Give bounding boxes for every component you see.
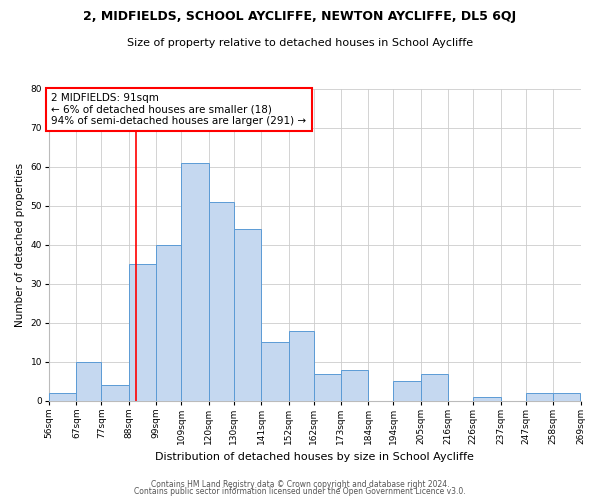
Bar bbox=[473, 397, 500, 401]
Bar bbox=[421, 374, 448, 401]
Bar bbox=[526, 393, 553, 401]
X-axis label: Distribution of detached houses by size in School Aycliffe: Distribution of detached houses by size … bbox=[155, 452, 474, 462]
Y-axis label: Number of detached properties: Number of detached properties bbox=[15, 163, 25, 327]
Bar bbox=[49, 393, 76, 401]
Bar bbox=[394, 382, 421, 401]
Bar bbox=[76, 362, 101, 401]
Bar bbox=[233, 230, 261, 401]
Text: Size of property relative to detached houses in School Aycliffe: Size of property relative to detached ho… bbox=[127, 38, 473, 48]
Bar bbox=[181, 163, 209, 401]
Bar bbox=[261, 342, 289, 401]
Bar bbox=[101, 386, 129, 401]
Text: 2 MIDFIELDS: 91sqm
← 6% of detached houses are smaller (18)
94% of semi-detached: 2 MIDFIELDS: 91sqm ← 6% of detached hous… bbox=[52, 93, 307, 126]
Bar bbox=[209, 202, 233, 401]
Text: Contains public sector information licensed under the Open Government Licence v3: Contains public sector information licen… bbox=[134, 487, 466, 496]
Bar bbox=[129, 264, 156, 401]
Bar bbox=[553, 393, 580, 401]
Bar bbox=[156, 245, 181, 401]
Bar bbox=[341, 370, 368, 401]
Bar bbox=[314, 374, 341, 401]
Text: Contains HM Land Registry data © Crown copyright and database right 2024.: Contains HM Land Registry data © Crown c… bbox=[151, 480, 449, 489]
Text: 2, MIDFIELDS, SCHOOL AYCLIFFE, NEWTON AYCLIFFE, DL5 6QJ: 2, MIDFIELDS, SCHOOL AYCLIFFE, NEWTON AY… bbox=[83, 10, 517, 23]
Bar bbox=[289, 330, 314, 401]
